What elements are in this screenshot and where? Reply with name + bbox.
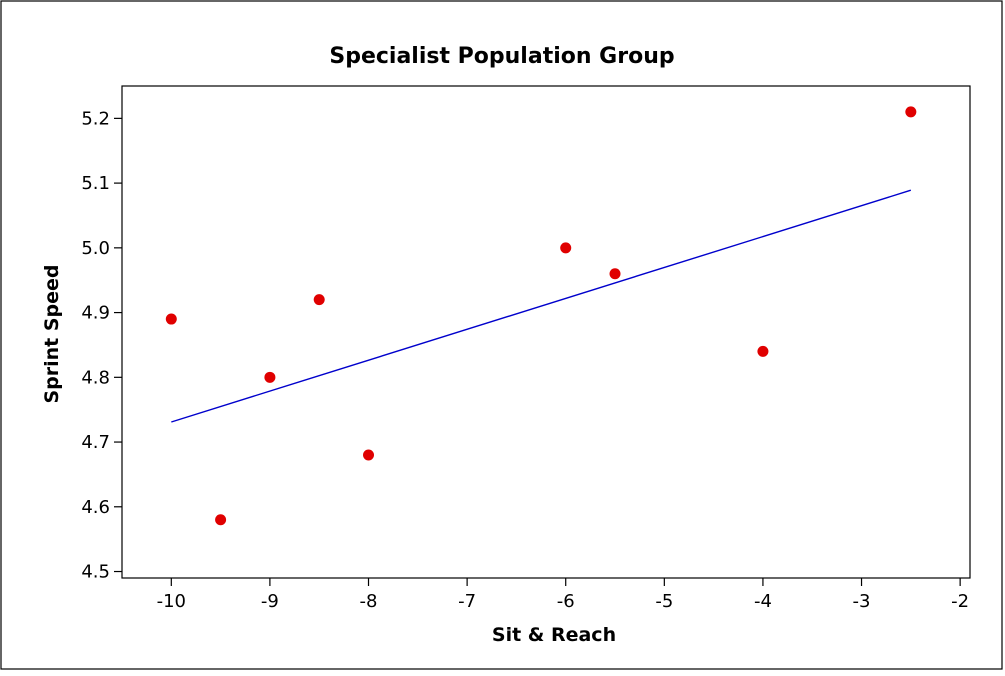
y-tick-label: 4.5 <box>81 562 110 583</box>
x-tick-label: -3 <box>853 591 871 612</box>
y-tick-label: 5.0 <box>81 238 110 259</box>
x-tick-label: -4 <box>754 591 772 612</box>
y-tick-label: 4.7 <box>81 432 110 453</box>
scatter-point <box>905 106 917 118</box>
fit-line <box>171 189 912 423</box>
scatter-point <box>313 294 325 306</box>
scatter-point <box>363 449 375 461</box>
x-tick-label: -9 <box>261 591 279 612</box>
y-axis-label: Sprint Speed <box>41 264 63 403</box>
y-tick-label: 4.6 <box>81 497 110 518</box>
chart-title: Specialist Population Group <box>329 44 674 69</box>
y-tick-label: 4.9 <box>81 303 110 324</box>
plot-area-frame <box>121 85 971 579</box>
fit-line-layer <box>171 189 912 423</box>
y-tick-label: 4.8 <box>81 367 110 388</box>
x-tick-label: -6 <box>557 591 575 612</box>
scatter-point <box>609 268 621 280</box>
x-axis-label: Sit & Reach <box>492 624 616 646</box>
x-tick-label: -7 <box>458 591 476 612</box>
scatter-point <box>215 514 227 526</box>
x-tick-label: -2 <box>951 591 969 612</box>
y-tick-label: 5.1 <box>81 173 110 194</box>
x-axis: -10 -9 -8 -7 -6 -5 -4 -3 -2 <box>157 578 969 612</box>
scatter-point <box>264 371 276 383</box>
scatter-point <box>560 242 572 254</box>
scatter-point <box>165 313 177 325</box>
x-tick-label: -10 <box>157 591 186 612</box>
scatter-points-layer <box>165 106 917 526</box>
scatter-point <box>757 345 769 357</box>
y-axis: 4.5 4.6 4.7 4.8 4.9 5.0 5.1 5.2 <box>81 108 122 583</box>
x-tick-label: -5 <box>655 591 673 612</box>
x-tick-label: -8 <box>360 591 378 612</box>
y-tick-label: 5.2 <box>81 108 110 129</box>
